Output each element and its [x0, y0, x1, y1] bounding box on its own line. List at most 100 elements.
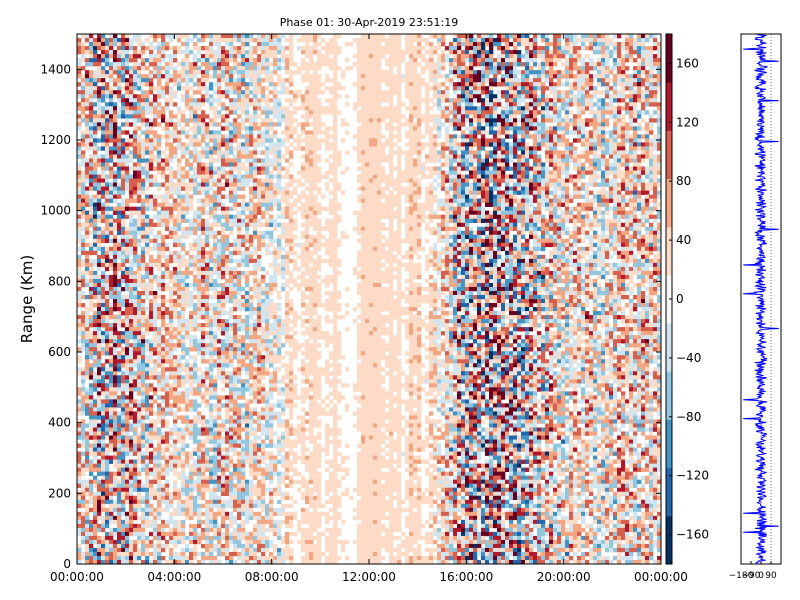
heatmap-cell — [133, 487, 138, 493]
heatmap-cell — [85, 194, 90, 199]
heatmap-cell — [185, 274, 190, 280]
heatmap-cell — [137, 102, 142, 107]
heatmap-cell — [197, 66, 202, 71]
heatmap-cell — [145, 315, 150, 320]
heatmap-cell — [89, 323, 94, 328]
heatmap-cell — [113, 351, 118, 356]
heatmap-cell — [241, 66, 246, 71]
heatmap-cell — [237, 407, 242, 412]
heatmap-cell — [173, 122, 178, 127]
heatmap-cell — [157, 439, 162, 444]
heatmap-cell — [85, 294, 90, 300]
heatmap-cell — [225, 347, 230, 352]
heatmap-cell — [157, 351, 162, 356]
heatmap-cell — [97, 339, 102, 344]
heatmap-cell — [177, 459, 182, 464]
heatmap-cell — [137, 166, 142, 171]
heatmap-cell — [89, 351, 94, 356]
heatmap-cell — [201, 431, 206, 436]
heatmap-cell — [229, 519, 234, 525]
heatmap-cell — [173, 439, 178, 444]
heatmap-cell — [201, 122, 206, 127]
heatmap-cell — [137, 182, 142, 187]
heatmap-cell — [101, 435, 106, 440]
heatmap-cell — [121, 447, 126, 452]
heatmap-cell — [121, 539, 126, 545]
heatmap-cell — [205, 230, 210, 236]
heatmap-cell — [145, 202, 150, 207]
heatmap-cell — [121, 266, 126, 272]
heatmap-cell — [137, 262, 142, 268]
heatmap-cell — [253, 282, 258, 288]
heatmap-cell — [253, 503, 258, 509]
heatmap-cell — [249, 174, 254, 179]
heatmap-cell — [85, 547, 90, 553]
heatmap-cell — [169, 491, 174, 497]
heatmap-cell — [253, 98, 258, 103]
heatmap-cell — [225, 54, 230, 59]
heatmap-cell — [129, 274, 134, 280]
heatmap-cell — [189, 431, 194, 436]
heatmap-cell — [177, 431, 182, 436]
heatmap-cell — [205, 274, 210, 280]
heatmap-cell — [77, 467, 82, 472]
heatmap-cell — [109, 407, 114, 412]
heatmap-cell — [157, 194, 162, 199]
heatmap-cell — [177, 262, 182, 268]
heatmap-cell — [125, 527, 130, 533]
heatmap-cell — [193, 547, 198, 553]
heatmap-cell — [125, 415, 130, 420]
heatmap-cell — [213, 523, 218, 529]
heatmap-cell — [185, 82, 190, 87]
heatmap-cell — [161, 166, 166, 171]
heatmap-cell — [165, 367, 170, 372]
heatmap-cell — [189, 118, 194, 123]
heatmap-cell — [197, 339, 202, 344]
heatmap-cell — [177, 38, 182, 43]
heatmap-cell — [97, 535, 102, 541]
heatmap-cell — [173, 46, 178, 51]
heatmap-cell — [237, 335, 242, 340]
heatmap-cell — [97, 523, 102, 529]
heatmap-cell — [93, 114, 98, 119]
heatmap-cell — [189, 178, 194, 183]
heatmap-cell — [161, 463, 166, 468]
heatmap-cell — [193, 495, 198, 501]
heatmap-cell — [209, 230, 214, 236]
heatmap-cell — [197, 303, 202, 308]
heatmap-cell — [237, 290, 242, 296]
heatmap-cell — [89, 467, 94, 472]
heatmap-cell — [85, 250, 90, 256]
heatmap-cell — [201, 343, 206, 348]
heatmap-cell — [145, 319, 150, 324]
heatmap-cell — [181, 491, 186, 497]
heatmap-cell — [257, 375, 262, 380]
heatmap-cell — [109, 130, 114, 135]
heatmap-cell — [133, 210, 138, 215]
heatmap-cell — [121, 246, 126, 252]
heatmap-cell — [229, 299, 234, 304]
heatmap-cell — [205, 174, 210, 179]
heatmap-cell — [209, 351, 214, 356]
heatmap-cell — [77, 238, 82, 244]
heatmap-cell — [85, 339, 90, 344]
heatmap-cell — [185, 206, 190, 211]
heatmap-cell — [205, 319, 210, 324]
heatmap-cell — [209, 339, 214, 344]
heatmap-cell — [137, 379, 142, 384]
heatmap-cell — [193, 230, 198, 236]
heatmap-cell — [245, 419, 250, 424]
heatmap-cell — [233, 335, 238, 340]
heatmap-cell — [257, 319, 262, 324]
heatmap-cell — [89, 242, 94, 248]
heatmap-cell — [173, 443, 178, 448]
heatmap-cell — [193, 311, 198, 316]
heatmap-cell — [221, 62, 226, 67]
heatmap-cell — [229, 274, 234, 280]
heatmap-cell — [105, 423, 110, 428]
heatmap-cell — [225, 503, 230, 509]
heatmap-cell — [181, 194, 186, 199]
heatmap-cell — [117, 78, 122, 83]
heatmap-cell — [161, 535, 166, 541]
heatmap-cell — [125, 487, 130, 493]
